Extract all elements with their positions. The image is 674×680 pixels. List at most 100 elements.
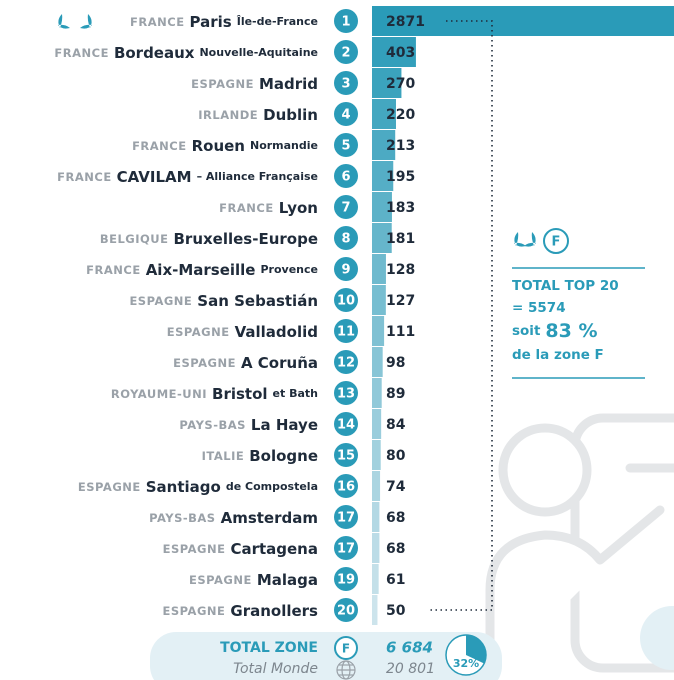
value-label: 84 (386, 417, 406, 433)
world-label: Total Monde (233, 661, 318, 677)
value-label: 74 (386, 479, 406, 495)
city: Bologne (249, 447, 318, 465)
row-label: PAYS-BAS La Haye (179, 416, 318, 434)
rank: 8 (341, 232, 350, 247)
row-label: FRANCE Aix-Marseille Provence (86, 261, 318, 279)
value-label: 98 (386, 355, 405, 371)
rank-badge (334, 598, 358, 622)
row-label: ESPAGNE Santiago de Compostela (78, 478, 318, 496)
city: Lyon (279, 199, 318, 217)
rank-badge (334, 71, 358, 95)
rank: 14 (337, 418, 355, 433)
rank: 9 (341, 263, 350, 278)
zone-label: F (552, 235, 561, 250)
laurel-icon (514, 232, 536, 247)
share-prefix: soit (512, 323, 541, 339)
value-label: 213 (386, 138, 415, 154)
country: BELGIQUE (100, 232, 169, 246)
bar (372, 254, 386, 284)
city: Amsterdam (221, 509, 318, 527)
row-label: FRANCE Paris Île-de-France (130, 13, 318, 31)
rank: 12 (337, 356, 355, 371)
value-label: 89 (386, 386, 405, 402)
value-label: 128 (386, 262, 415, 278)
rank-badge (334, 40, 358, 64)
country: ESPAGNE (167, 325, 230, 339)
rank-badge (334, 505, 358, 529)
value-label: 61 (386, 572, 405, 588)
value-label: 181 (386, 231, 415, 247)
rank: 16 (337, 480, 355, 495)
country: ESPAGNE (163, 542, 226, 556)
country: FRANCE (54, 46, 109, 60)
city: A Coruña (241, 354, 318, 372)
city: Cartagena (230, 540, 318, 558)
row-label: ROYAUME-UNI Bristol et Bath (111, 385, 318, 403)
value-label: 68 (386, 541, 405, 557)
rank-badge (334, 164, 358, 188)
value-label: 195 (386, 169, 415, 185)
dotted-connector (428, 20, 493, 611)
rank: 6 (341, 170, 350, 185)
bar (372, 595, 378, 625)
country: FRANCE (132, 139, 187, 153)
value-label: 183 (386, 200, 415, 216)
value-label: 2871 (386, 14, 425, 30)
region: Normandie (250, 139, 318, 152)
bar (372, 68, 402, 98)
background-illustration (485, 413, 674, 680)
rank: 7 (341, 201, 350, 216)
summary-suffix: de la zone F (512, 347, 604, 363)
value-label: 403 (386, 45, 415, 61)
row-label: ESPAGNE Malaga (189, 571, 318, 589)
summary-total: = 5574 (512, 300, 566, 316)
bar (372, 99, 396, 129)
city: Dublin (263, 106, 318, 124)
city: La Haye (251, 416, 318, 434)
total-band (150, 632, 502, 680)
city: San Sebastián (197, 292, 318, 310)
country: FRANCE (219, 201, 274, 215)
city: Bristol (212, 385, 268, 403)
rank-badge (334, 381, 358, 405)
country: ESPAGNE (189, 573, 252, 587)
country: ESPAGNE (191, 77, 254, 91)
summary-panel: F TOTAL TOP 20 = 5574 soit 83 % de la zon… (512, 228, 645, 379)
rank: 15 (337, 449, 355, 464)
row-label: IRLANDE Dublin (198, 106, 318, 124)
rank: 11 (337, 325, 355, 340)
rank: 1 (341, 15, 350, 30)
city: Santiago (146, 478, 221, 496)
rank: 19 (337, 573, 355, 588)
bar (372, 316, 385, 346)
rank-badge (334, 319, 358, 343)
bar (372, 347, 383, 377)
bar (372, 6, 674, 36)
country: FRANCE (130, 15, 185, 29)
rank: 10 (337, 294, 355, 309)
city: Paris (190, 13, 232, 31)
rank-badge (334, 195, 358, 219)
rank-badge (334, 350, 358, 374)
region: Nouvelle-Aquitaine (199, 46, 318, 59)
rank-badge (334, 226, 358, 250)
bar (372, 192, 392, 222)
country: FRANCE (86, 263, 141, 277)
value-label: 80 (386, 448, 406, 464)
summary-title: TOTAL TOP 20 (512, 278, 619, 294)
row-label: ESPAGNE Granollers (163, 602, 319, 620)
rank-badge (334, 257, 358, 281)
bar (372, 37, 416, 67)
rank-badge (334, 133, 358, 157)
rank-badge (334, 288, 358, 312)
country: PAYS-BAS (179, 418, 246, 432)
city: Valladolid (235, 323, 318, 341)
value-label: 270 (386, 76, 415, 92)
row-label: FRANCE Lyon (219, 199, 318, 217)
zone-circle (334, 636, 358, 660)
bar (372, 440, 381, 470)
country: IRLANDE (198, 108, 258, 122)
bar (372, 378, 382, 408)
rank: 20 (337, 604, 355, 619)
zone-label: F (342, 642, 350, 656)
